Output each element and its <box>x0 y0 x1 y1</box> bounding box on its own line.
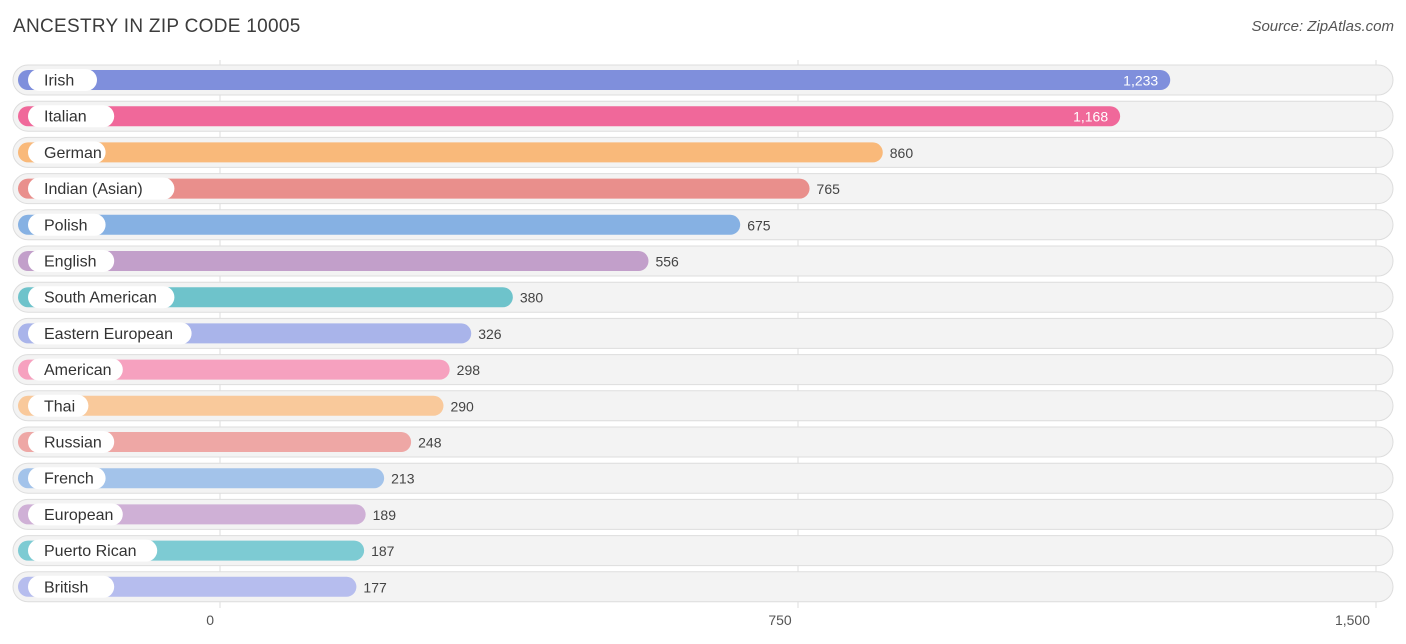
category-label-pill <box>28 539 158 562</box>
category-label: Puerto Rican <box>44 543 137 560</box>
value-label: 1,168 <box>1073 109 1108 125</box>
bar-row: European 189 <box>12 498 1394 530</box>
value-label: 860 <box>890 145 914 161</box>
row-background <box>12 571 1394 603</box>
category-label: Italian <box>44 109 87 126</box>
category-label-pill <box>28 394 89 417</box>
bar-row: French 213 <box>12 462 1394 494</box>
bar <box>18 251 649 271</box>
bar <box>18 359 450 380</box>
category-label-pill <box>28 141 106 164</box>
source-note: Source: ZipAtlas.com <box>1251 18 1394 35</box>
x-tick-label: 1,500 <box>1335 612 1370 628</box>
category-label: Irish <box>44 73 74 90</box>
bar-row: Thai 290 <box>12 390 1394 422</box>
bar-row: Irish 1,233 <box>12 64 1394 96</box>
bar-row: South American 380 <box>12 281 1394 313</box>
bar-row: German 860 <box>12 136 1394 168</box>
x-tick-label: 0 <box>206 612 214 628</box>
category-label: British <box>44 579 88 596</box>
bar <box>18 178 810 199</box>
value-label: 675 <box>747 217 771 233</box>
value-label: 189 <box>373 507 397 523</box>
value-label: 177 <box>363 579 387 595</box>
bar-row: American 298 <box>12 354 1394 386</box>
category-label-pill <box>28 286 175 309</box>
bar <box>18 395 444 416</box>
category-label-pill <box>28 358 123 381</box>
value-label: 213 <box>391 471 415 487</box>
bar-row: British 177 <box>12 571 1394 603</box>
category-label: American <box>44 362 112 379</box>
category-label: Indian (Asian) <box>44 181 143 198</box>
category-label-pill <box>28 105 115 128</box>
bar-row: Italian 1,168 <box>12 100 1394 132</box>
category-label: French <box>44 471 94 488</box>
category-label: German <box>44 145 102 162</box>
category-label-pill <box>28 575 115 598</box>
category-label: European <box>44 507 113 524</box>
category-label-pill <box>28 250 115 272</box>
bar <box>18 468 385 489</box>
category-label: Eastern European <box>44 326 173 343</box>
value-label: 765 <box>817 181 841 197</box>
category-label-pill <box>28 69 97 91</box>
category-label: South American <box>44 290 157 307</box>
bar <box>18 106 1121 127</box>
bar <box>18 432 412 452</box>
value-label: 248 <box>418 435 442 451</box>
bar-row: Indian (Asian) 765 <box>12 173 1394 205</box>
category-label-pill <box>28 322 192 345</box>
bar-row: Eastern European 326 <box>12 317 1394 349</box>
value-label: 380 <box>520 290 544 306</box>
chart-title: ANCESTRY IN ZIP CODE 10005 <box>13 16 301 37</box>
bar <box>18 70 1171 90</box>
bar-row: Puerto Rican 187 <box>12 535 1394 567</box>
bar <box>18 214 741 235</box>
value-label: 290 <box>450 398 474 414</box>
value-label: 298 <box>457 362 481 378</box>
bar-row: English 556 <box>12 245 1394 277</box>
bar-row: Russian 248 <box>12 426 1394 458</box>
value-label: 556 <box>655 254 679 270</box>
bar-row: Polish 675 <box>12 209 1394 241</box>
category-label: Polish <box>44 217 88 234</box>
bar <box>18 142 883 163</box>
category-label: Thai <box>44 398 75 415</box>
value-label: 1,233 <box>1123 73 1158 89</box>
x-tick-label: 750 <box>768 612 792 628</box>
category-label-pill <box>28 503 123 526</box>
value-label: 326 <box>478 326 502 342</box>
value-label: 187 <box>371 543 395 559</box>
category-label-pill <box>28 467 106 490</box>
category-label: English <box>44 254 96 271</box>
category-label-pill <box>28 431 115 453</box>
category-label: Russian <box>44 435 102 452</box>
category-label-pill <box>28 213 106 236</box>
category-label-pill <box>28 177 175 200</box>
